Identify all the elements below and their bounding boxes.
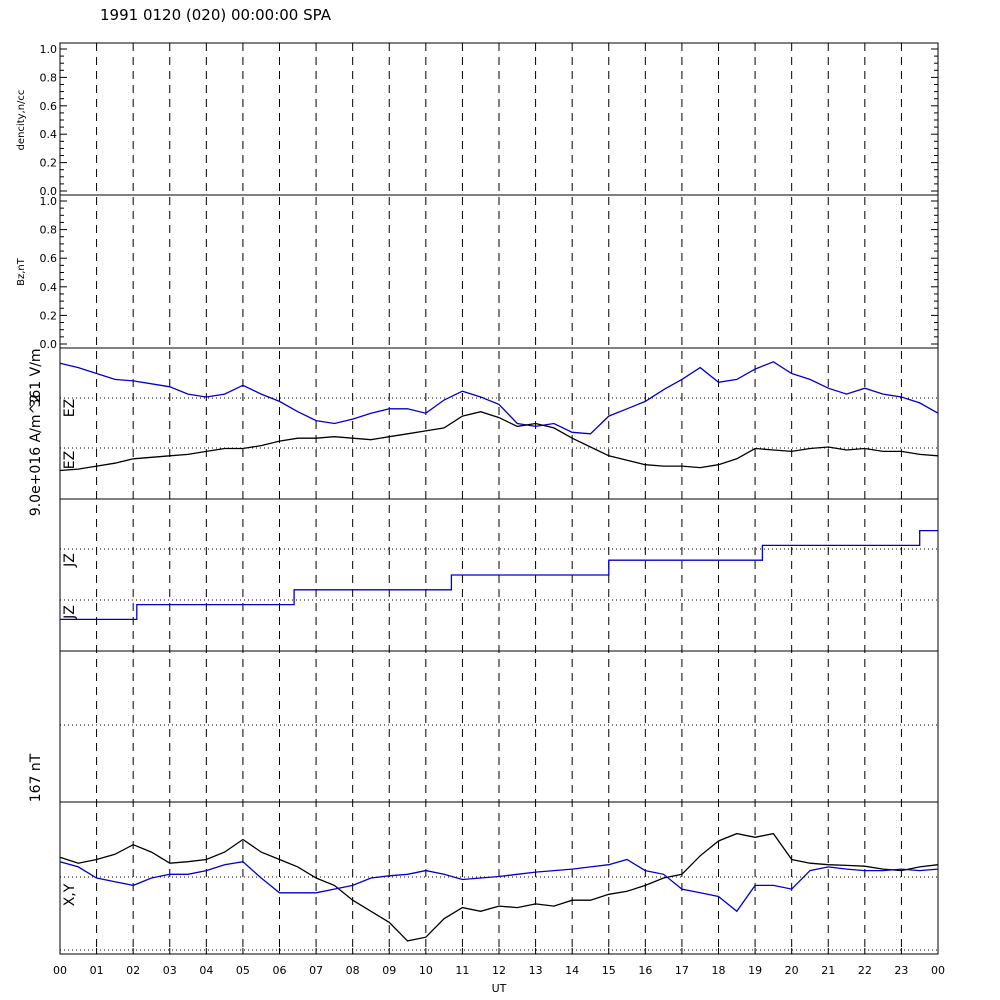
x-tick-label: 16 — [638, 964, 652, 977]
series-layer — [59, 361, 939, 942]
x-tick-label: 01 — [90, 964, 104, 977]
x-tick-label: 21 — [821, 964, 835, 977]
ez-series-black — [59, 411, 939, 472]
jz-label-upper: JZ — [62, 553, 78, 568]
density-tick-label: 1.0 — [40, 43, 58, 56]
density-tick-label: 0.8 — [40, 71, 58, 84]
jz-series-blue — [60, 529, 938, 621]
density-tick-label: 0.4 — [40, 128, 58, 141]
jz-scale-label: 9.0e+016 A/m^2 — [28, 394, 44, 516]
x-axis-label: UT — [492, 982, 507, 995]
density-tick-label: 0.2 — [40, 157, 58, 170]
x-tick-label: 11 — [455, 964, 469, 977]
x-tick-label: 12 — [492, 964, 506, 977]
density-tick-label: 0.6 — [40, 100, 58, 113]
bz-ylabel: Bz,nT — [16, 257, 27, 286]
bz-tick-label: 0.2 — [40, 309, 58, 322]
x-tick-label: 20 — [785, 964, 799, 977]
x-tick-label: 10 — [419, 964, 433, 977]
ez-label-lower: EZ — [62, 451, 78, 469]
x-tick-label: 07 — [309, 964, 323, 977]
x-tick-label: 06 — [273, 964, 287, 977]
bz-tick-label: 1.0 — [40, 195, 58, 208]
bz-y-axis: 0.0 0.2 0.4 0.6 0.8 1.0 — [40, 195, 938, 351]
x-tick-label: 08 — [346, 964, 360, 977]
hour-grid — [96, 43, 902, 954]
empty-scale-label: 167 nT — [28, 753, 44, 802]
bz-tick-label: 0.0 — [40, 338, 58, 351]
density-y-axis: 0.0 0.2 0.4 0.6 0.8 1.0 — [40, 43, 938, 198]
x-tick-label: 05 — [236, 964, 250, 977]
x-tick-label: 00 — [53, 964, 67, 977]
x-axis: 00 01 02 03 04 05 06 07 08 09 10 11 12 13 14 15 16 17 18 19… — [53, 948, 945, 977]
x-tick-label: 02 — [126, 964, 140, 977]
xy-label: X,Y — [62, 883, 78, 906]
density-ylabel: dencity,n/cc — [16, 90, 27, 151]
bz-tick-label: 0.4 — [40, 281, 58, 294]
x-tick-label: 03 — [163, 964, 177, 977]
density-tick-label: 0.0 — [40, 185, 58, 198]
x-tick-label: 09 — [382, 964, 396, 977]
x-tick-label: 22 — [858, 964, 872, 977]
figure-title: 1991 0120 (020) 00:00:00 SPA — [100, 6, 332, 24]
x-tick-label: 17 — [675, 964, 689, 977]
x-tick-label: 13 — [529, 964, 543, 977]
ez-label-upper: EZ — [62, 399, 78, 417]
jz-label-lower: JZ — [62, 605, 78, 620]
x-tick-label: 04 — [199, 964, 213, 977]
bz-tick-label: 0.6 — [40, 252, 58, 265]
bz-tick-label: 0.8 — [40, 224, 58, 237]
xy-series-black — [59, 832, 939, 942]
xy-series-blue — [59, 858, 939, 913]
ez-scale-label: 361 V/m — [28, 348, 44, 407]
x-tick-label: 23 — [894, 964, 908, 977]
x-tick-label: 15 — [602, 964, 616, 977]
x-tick-label: 00 — [931, 964, 945, 977]
x-tick-label: 19 — [748, 964, 762, 977]
x-tick-label: 14 — [565, 964, 579, 977]
x-tick-label: 18 — [712, 964, 726, 977]
ez-series-blue — [59, 361, 939, 435]
